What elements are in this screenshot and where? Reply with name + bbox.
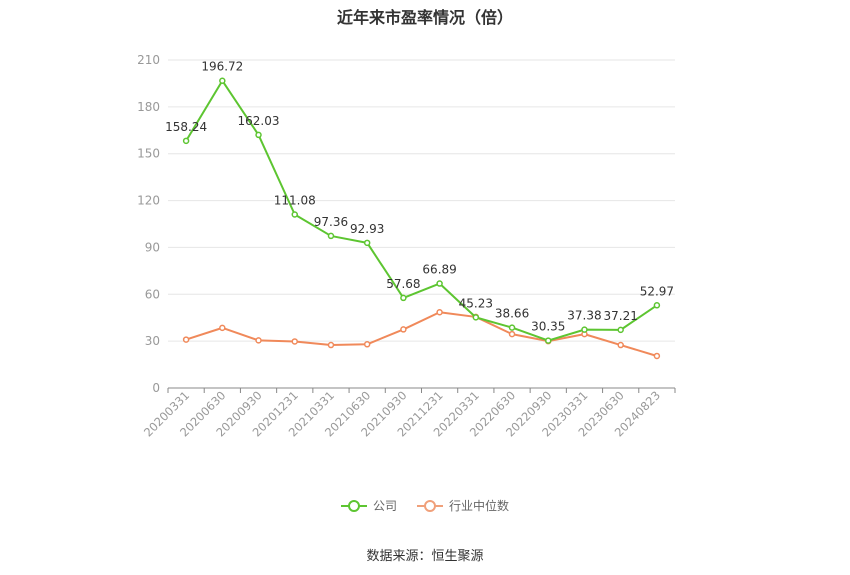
data-point-industry-median [617,341,624,349]
data-label: 97.36 [314,215,348,229]
legend-label-company: 公司 [372,499,397,513]
data-point-company [653,302,661,309]
y-axis: 0 30 60 90 120 150 180 210 [137,53,160,395]
legend-label-industry-median: 行业中位数 [449,499,510,513]
data-point-industry-median [255,337,262,344]
data-labels: 158.24 196.72 162.03 111.08 97.36 92.93 57.686… [165,60,674,334]
y-tick-label: 0 [152,381,160,395]
y-tick-label: 210 [137,53,160,67]
legend-marker-company [340,499,367,512]
series-line-industry-median [185,311,658,357]
data-point-industry-median [436,308,443,316]
data-point-company [545,337,552,344]
data-label: 158.24 [165,120,207,134]
data-point-company [327,232,335,240]
chart-title: 近年来市盈率情况（倍） [336,8,513,27]
y-tick-label: 60 [145,287,160,301]
data-point-company [255,131,262,139]
source-note: 数据来源：恒生聚源 [366,549,484,564]
y-tick-label: 30 [145,334,160,348]
data-point-company [508,324,516,331]
x-axis: 2020033120200630202009302020123120210331… [141,387,676,440]
y-tick-label: 120 [137,194,160,208]
data-label: 38.66 [495,307,529,321]
data-label: 30.35 [531,320,565,334]
data-point-company [182,137,190,145]
data-label: 66.89 [422,263,456,277]
data-point-industry-median [653,352,661,360]
data-point-industry-median [400,326,407,333]
data-point-industry-median [219,324,226,332]
data-point-industry-median [363,341,371,348]
y-tick-label: 90 [145,240,160,254]
legend-item-company[interactable]: 公司 [340,497,397,514]
data-point-company [291,211,298,218]
data-point-company [581,326,588,333]
data-point-company [400,294,407,302]
y-tick-label: 150 [137,147,160,161]
data-point-industry-median [327,341,335,349]
data-point-company [363,239,371,247]
data-label: 52.97 [640,284,674,298]
data-point-company [472,314,480,321]
data-point-company [617,326,624,334]
data-point-industry-median [508,330,516,338]
data-label: 162.03 [238,114,280,128]
legend: 公司 行业中位数 [0,497,850,514]
y-tick-label: 180 [137,100,160,114]
data-label: 57.68 [386,277,420,291]
data-label: 196.72 [201,60,243,74]
legend-item-industry-median[interactable]: 行业中位数 [417,497,509,514]
data-label: 37.21 [603,309,637,323]
data-label: 111.08 [274,194,316,208]
data-label: 92.93 [350,222,384,236]
data-point-company [219,77,226,84]
grid [168,59,675,342]
data-point-company [436,280,443,287]
series-layer [182,77,661,360]
data-label: 37.38 [567,309,601,323]
data-point-industry-median [291,338,298,345]
legend-marker-industry-median [417,499,443,512]
data-label: 45.23 [459,296,493,310]
data-point-industry-median [182,336,190,343]
series-line-company [185,79,658,342]
